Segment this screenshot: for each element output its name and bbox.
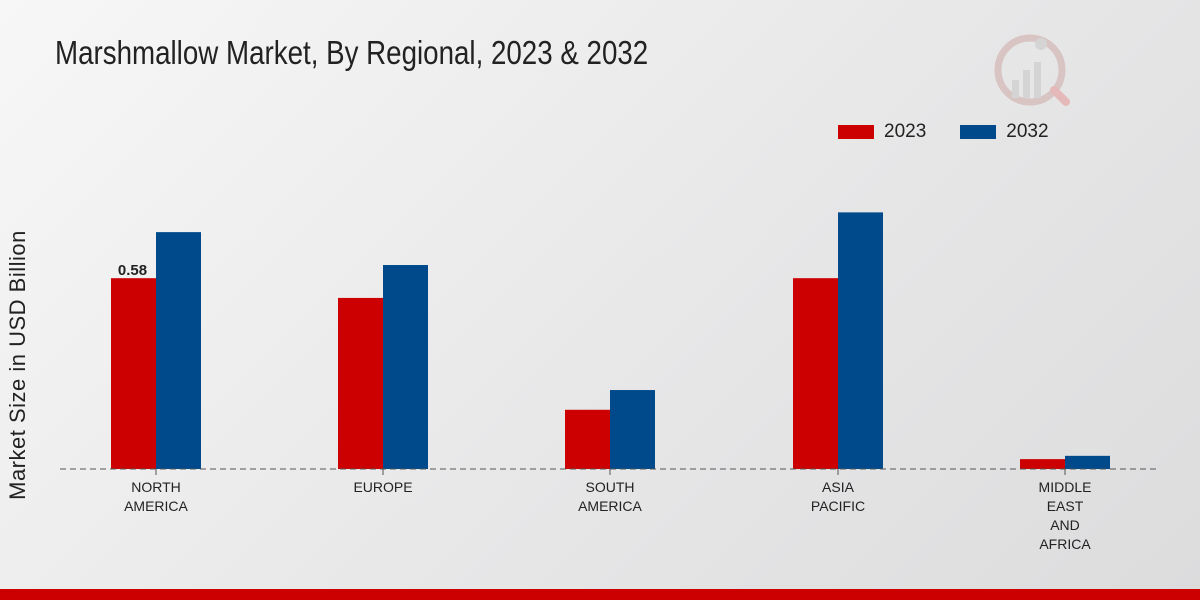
bar-2032-2 xyxy=(610,390,655,469)
legend-swatch-2032 xyxy=(960,125,997,139)
data-label-0: 0.58 xyxy=(118,262,147,279)
x-tick-label-0: NORTH AMERICA xyxy=(124,479,188,514)
bar-2023-3 xyxy=(793,278,838,469)
bottom-accent-bar xyxy=(0,589,1200,600)
bar-2023-4 xyxy=(1020,459,1065,469)
x-tick-label-3: ASIA PACIFIC xyxy=(811,479,865,514)
bar-2032-3 xyxy=(838,212,883,469)
legend-item-2032: 2032 xyxy=(960,121,1049,143)
brand-logo-icon xyxy=(994,34,1070,106)
legend-label-2032: 2032 xyxy=(1006,121,1049,142)
bar-2032-1 xyxy=(383,265,428,469)
x-tick-label-1: EUROPE xyxy=(353,479,412,495)
legend-item-2023: 2023 xyxy=(838,121,926,143)
bar-2032-4 xyxy=(1065,455,1110,469)
chart-legend: 2023 2032 xyxy=(838,121,1083,143)
chart-title: Marshmallow Market, By Regional, 2023 & … xyxy=(55,34,649,71)
bar-2023-2 xyxy=(565,409,610,469)
bar-2023-1 xyxy=(338,297,383,469)
bar-2032-0 xyxy=(156,232,201,469)
legend-swatch-2023 xyxy=(838,125,874,139)
bar-2023-0 xyxy=(111,278,156,469)
x-tick-label-2: SOUTH AMERICA xyxy=(578,479,642,514)
x-tick-label-4: MIDDLE EAST AND AFRICA xyxy=(1039,479,1092,552)
legend-label-2023: 2023 xyxy=(884,121,927,142)
